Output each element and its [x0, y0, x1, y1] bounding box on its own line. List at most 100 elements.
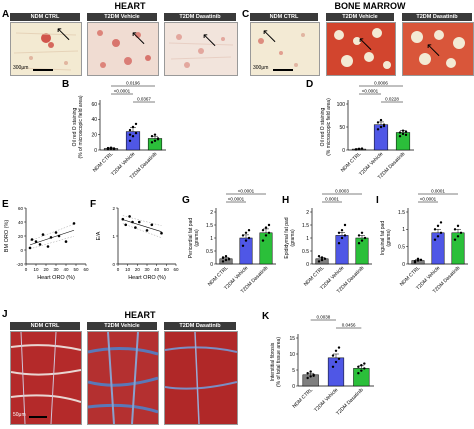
y-axis-label: (grams) — [290, 229, 296, 247]
micrograph-heart-vehicle-texture — [88, 23, 158, 75]
heart-title-bottom: HEART — [124, 310, 156, 320]
data-point — [398, 131, 402, 134]
y-tick-label: 0 — [402, 262, 405, 268]
y-tick-label: 0.5 — [302, 249, 309, 255]
p-value-label: <0.0001 — [114, 89, 131, 94]
data-point — [357, 372, 360, 375]
micrograph-heart-vehicle: ⟵ — [87, 22, 159, 76]
micrograph-heart-ctrl: ⟵ 300μm — [10, 22, 82, 76]
data-point — [357, 365, 360, 368]
data-point — [334, 349, 338, 352]
data-point — [340, 229, 344, 232]
bar — [395, 132, 411, 151]
chart-k-fibrosis: Interstitial fibrosis (% of total tissue … — [270, 315, 374, 417]
y-axis-label: (% microscopic field area) — [326, 98, 332, 156]
scalebar-label-j: 50μm — [13, 412, 26, 418]
data-point — [137, 220, 141, 224]
micrograph-trichrome-dasatinib-texture — [165, 332, 237, 424]
data-point — [309, 375, 312, 378]
bar — [373, 124, 389, 151]
panel-letter-b: B — [62, 79, 70, 90]
bar — [125, 131, 141, 151]
data-point — [360, 364, 363, 367]
data-point — [334, 360, 338, 364]
y-tick-label: 0 — [112, 262, 115, 267]
chart-b-heart-oro: Oil red O staining (% of microscopic fiel… — [72, 81, 166, 181]
data-point — [360, 369, 363, 372]
data-point — [312, 374, 315, 377]
micrograph-bm-vehicle-texture — [327, 23, 395, 75]
data-point — [156, 138, 160, 141]
data-point — [221, 260, 225, 263]
y-axis-label: (grams) — [194, 229, 200, 247]
x-tick-label: 50 — [164, 267, 170, 272]
y-tick-label: 1 — [402, 227, 405, 233]
micrograph-trichrome-ctrl: 50μm — [10, 331, 82, 425]
x-tick-label: 40 — [154, 267, 160, 272]
data-point — [30, 238, 34, 241]
data-point — [150, 135, 154, 138]
x-tick-label: 0 — [117, 267, 120, 272]
data-point — [398, 135, 402, 138]
data-point — [38, 243, 42, 246]
data-point — [57, 234, 61, 238]
data-point — [436, 224, 440, 228]
data-point — [439, 221, 443, 224]
panel-letter-g: G — [182, 195, 190, 206]
data-point — [109, 146, 113, 149]
data-point — [134, 226, 137, 229]
data-point — [131, 135, 135, 138]
data-point — [150, 141, 154, 144]
data-point — [320, 258, 324, 262]
x-tick-label: NDM CTRL — [92, 151, 115, 174]
p-value-label: 0.0001 — [431, 189, 445, 194]
data-point — [337, 357, 341, 360]
data-point — [124, 223, 128, 227]
y-axis-label: Epididymal fat pad — [284, 217, 290, 258]
bar — [335, 235, 349, 265]
data-point — [227, 258, 231, 261]
y-tick-label: 5 — [292, 368, 295, 374]
data-point — [382, 124, 386, 128]
y-tick-label: 60 — [18, 206, 24, 211]
x-tick-label: 10 — [33, 267, 39, 272]
p-value-label: <0.0001 — [420, 197, 437, 202]
y-axis-label: Oil red O staining — [72, 107, 78, 146]
panel-letter-f: F — [90, 199, 97, 210]
scalebar-j — [29, 416, 47, 418]
p-value-label: 0.0006 — [374, 81, 388, 86]
p-value-label: 0.0038 — [316, 315, 330, 320]
data-point — [49, 236, 53, 239]
data-point — [247, 229, 251, 232]
y-tick-label: 20 — [91, 132, 97, 138]
y-tick-label: 1 — [306, 236, 309, 242]
data-point — [244, 239, 248, 242]
data-point — [404, 133, 408, 137]
data-point — [241, 244, 245, 247]
x-tick-label: 40 — [63, 267, 69, 272]
data-point — [72, 222, 76, 225]
p-value-label: <0.0001 — [228, 197, 245, 202]
chart-d-bm-oro: Oil red O staining (% microscopic field a… — [320, 81, 414, 181]
y-tick-label: 0.5 — [398, 244, 405, 250]
y-axis-label: (% of total tissue area) — [276, 337, 282, 387]
data-point — [28, 246, 32, 250]
micrograph-heart-dasatinib-texture — [165, 23, 237, 75]
y-tick-label: 10 — [289, 352, 295, 358]
group-header-das-c: T2DM Dasatinib — [402, 13, 472, 21]
y-axis-label: BM ORO (%) — [4, 220, 10, 253]
data-point — [112, 148, 116, 151]
y-axis-label: Oil red O staining — [320, 107, 326, 146]
panel-letter-a: A — [2, 9, 10, 20]
x-tick-label: T2DM Vehicle — [313, 387, 339, 413]
scalebar-label-c: 300μm — [253, 65, 269, 71]
data-point — [401, 132, 405, 136]
data-point — [357, 242, 361, 245]
y-tick-label: 1 — [112, 234, 115, 239]
regression-line — [122, 219, 162, 232]
group-header-veh-j: T2DM Vehicle — [87, 322, 157, 330]
group-header-das-a: T2DM Dasatinib — [164, 13, 236, 21]
data-point — [128, 128, 132, 132]
micrograph-bm-dasatinib-texture — [403, 23, 473, 75]
data-point — [331, 354, 335, 357]
